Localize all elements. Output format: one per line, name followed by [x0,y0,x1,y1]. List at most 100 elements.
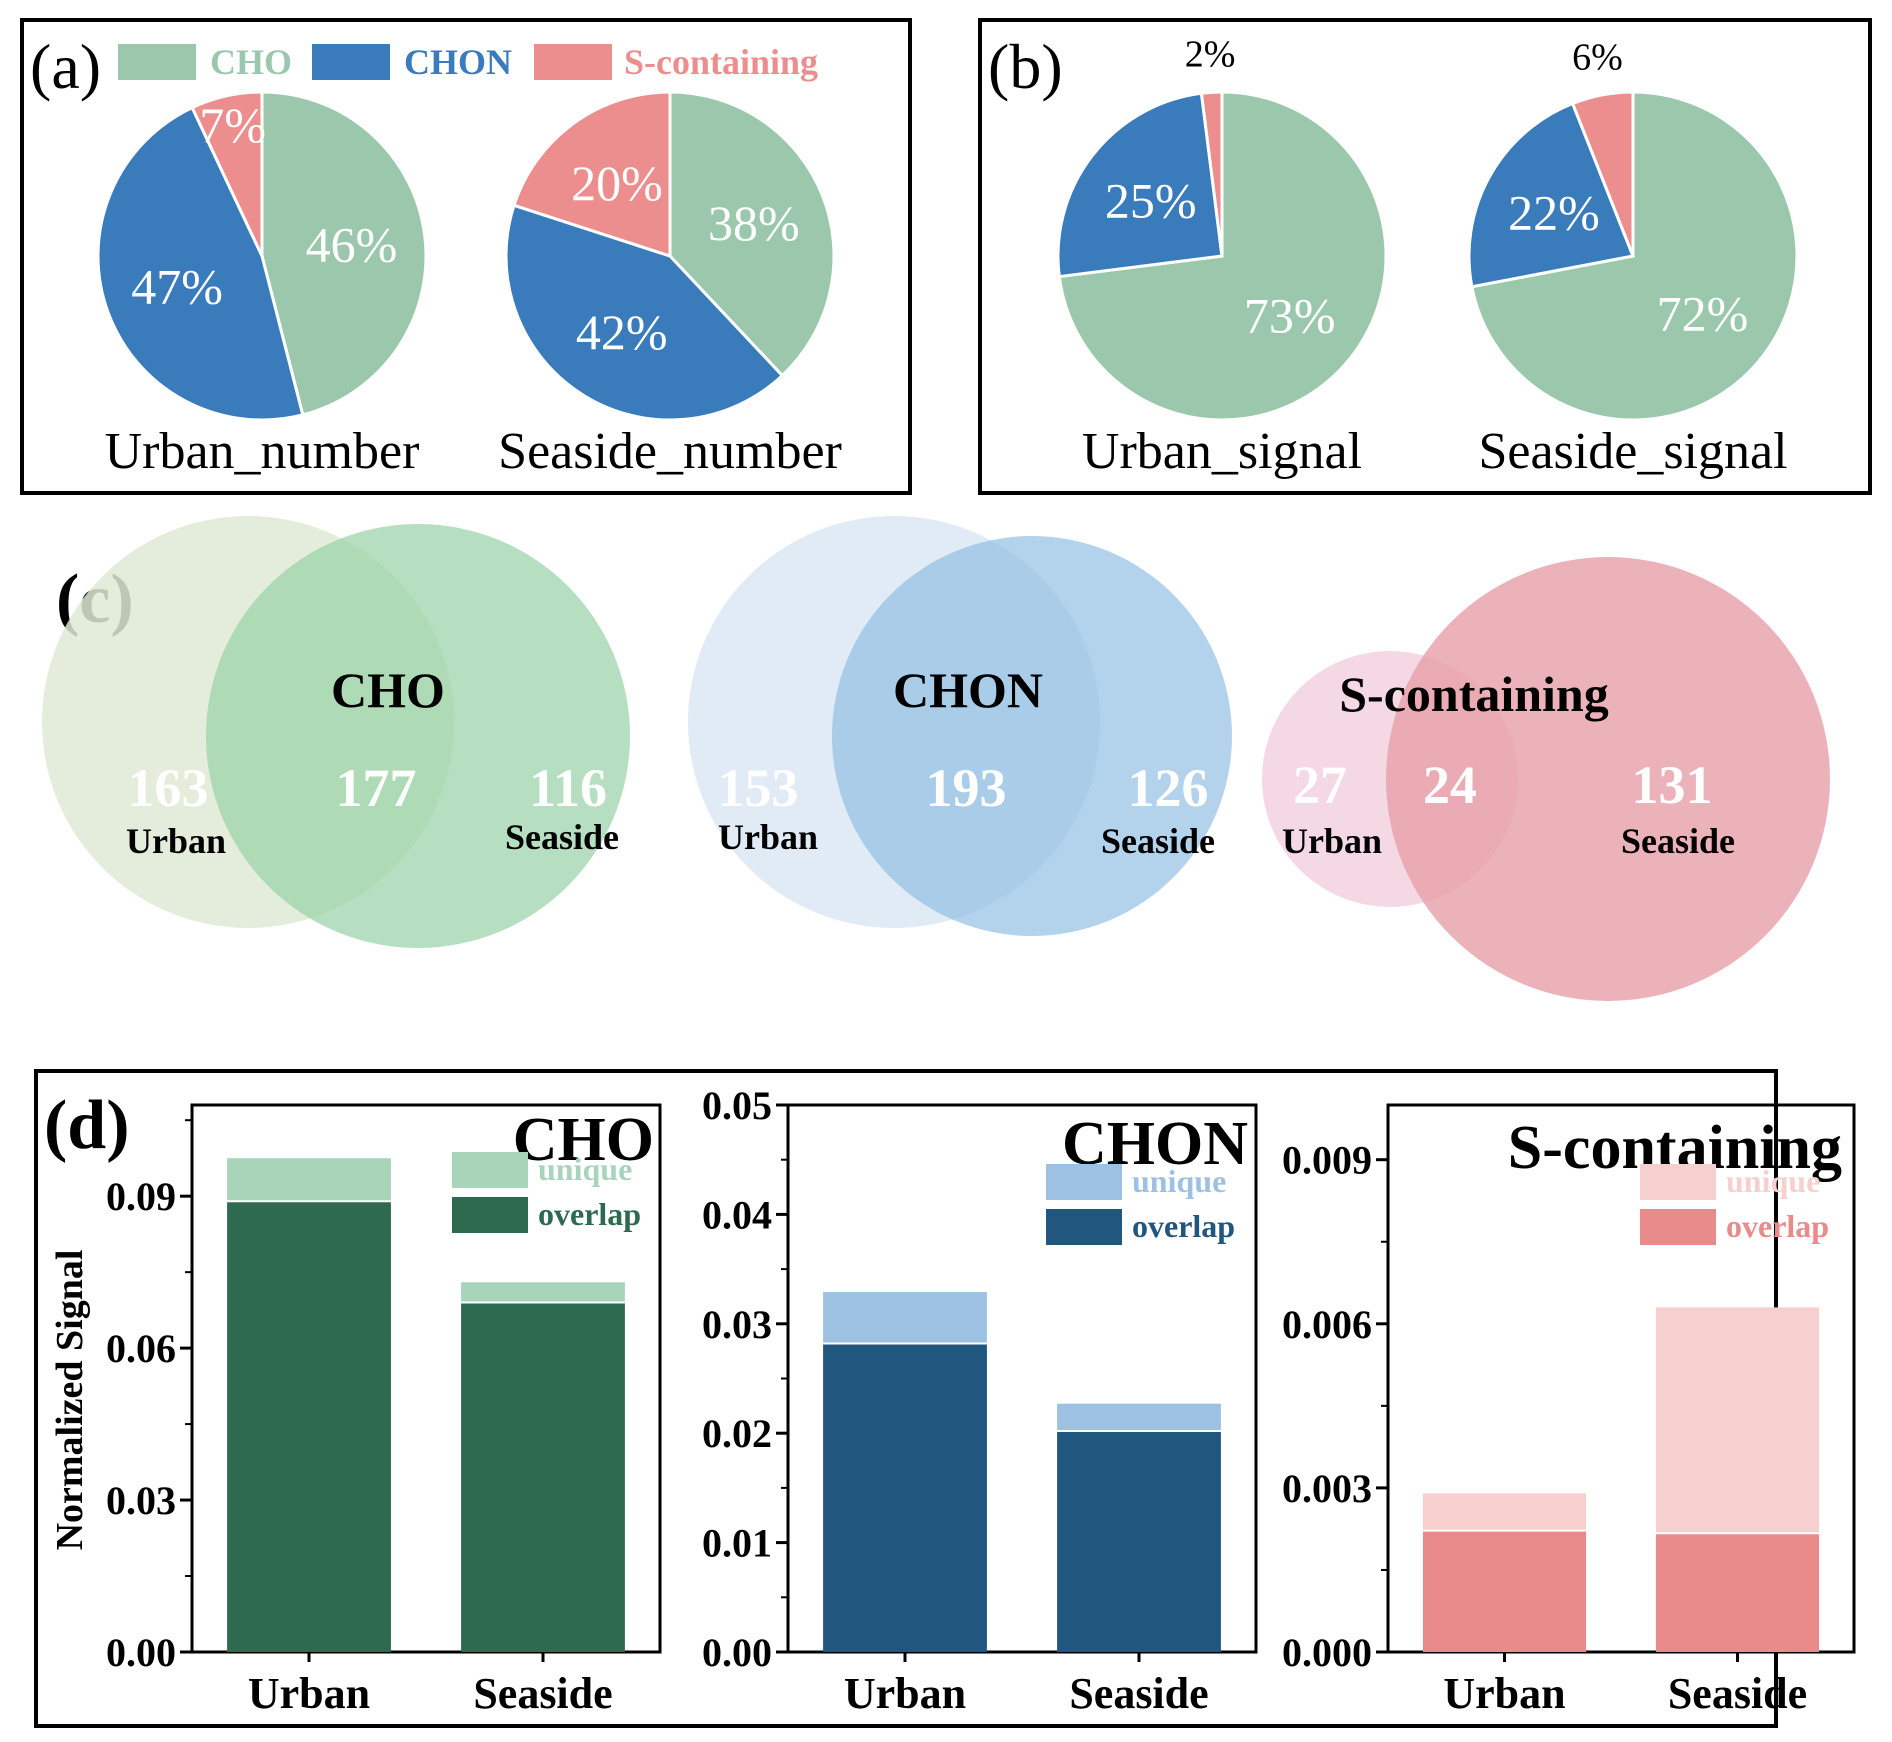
pie-label-cho: 73% [1244,288,1336,344]
bar-overlap-urban [823,1343,987,1652]
venn-circle-seaside [1386,557,1830,1001]
venn-title: CHON [893,662,1043,718]
bar-overlap-seaside [1057,1431,1221,1652]
x-tick-label: Seaside [1069,1669,1208,1718]
pie-title: Urban_signal [1082,423,1362,480]
bar-unique-urban [227,1158,391,1202]
venn-circle-seaside [832,536,1232,936]
bar-unique-seaside [461,1282,625,1303]
y-tick-label: 0.009 [1282,1138,1372,1183]
x-tick-label: Urban [1443,1669,1565,1718]
y-tick-label: 0.000 [1282,1630,1372,1675]
pie-label-cho: 38% [708,195,800,251]
panel-b-frame [978,18,1872,495]
y-tick-label: 0.03 [106,1478,176,1523]
pie-label-chon: 25% [1105,173,1197,229]
venn-circle-seaside [206,524,630,948]
pie-urban-signal: 73% 25% 2% Urban_signal [1056,33,1388,480]
bar-unique-seaside [1057,1403,1221,1432]
panel-a-label: (a) [30,31,101,102]
pie-label-s-containing: 7% [199,97,266,153]
plot-frame [190,1103,662,1654]
x-tick-label: Seaside [1668,1669,1807,1718]
legend-cho-label: CHO [210,42,292,82]
legend-overlap-label: overlap [1726,1208,1829,1244]
pie-label-chon: 22% [1508,185,1600,241]
pie-label-chon: 47% [131,259,223,315]
venn-count-seaside-only: 131 [1632,755,1713,815]
venn-label-urban: Urban [718,817,818,857]
legend-unique-label: unique [538,1151,632,1187]
y-tick-label: 0.09 [106,1174,176,1219]
venn-count-urban-only: 27 [1293,755,1347,815]
venn-count-seaside-only: 126 [1128,758,1209,818]
pie-title: Seaside_signal [1478,423,1787,480]
pie-slice-s-containing [190,90,264,257]
x-tick-label: Urban [844,1669,966,1718]
panel-a-frame [20,18,912,495]
y-tick-label: 0.05 [702,1083,772,1128]
pie-slice-s-containing [512,90,672,259]
y-axis-label: Normalized Signal [49,1250,91,1551]
pie-slice-s-containing [1199,90,1224,257]
pie-urban-number: 46% 47% 7% Urban_number [96,90,428,480]
venn-label-urban: Urban [1282,821,1382,861]
legend-unique-label: unique [1726,1163,1820,1199]
pie-slice-chon [96,105,305,422]
pie-seaside-signal: 72% 22% 6% Seaside_signal [1467,36,1799,480]
pie-label-chon: 42% [576,304,668,360]
y-tick-label: 0.006 [1282,1302,1372,1347]
legend-overlap-label: overlap [1132,1208,1235,1244]
legend-s-swatch [534,44,612,80]
legend-overlap-swatch [452,1197,528,1233]
venn-count-urban-only: 163 [128,758,209,818]
bar-overlap-seaside [1655,1533,1820,1652]
venn-label-urban: Urban [126,821,226,861]
pie-slice-s-containing [1570,90,1635,257]
venn-count-overlap: 193 [926,758,1007,818]
legend-unique-swatch [1046,1164,1122,1200]
venn-cho: CHO 163 177 116 Urban Seaside [42,516,630,948]
venn-title: CHO [331,662,445,718]
x-tick-label: Seaside [473,1669,612,1718]
pie-label-s-containing: 2% [1185,33,1236,75]
bar-overlap-urban [1422,1530,1587,1652]
venn-chon: CHON 153 193 126 Urban Seaside [688,516,1232,936]
venn-label-seaside: Seaside [1621,821,1735,861]
pie-slice-chon [504,203,785,422]
panel-b-label: (b) [988,31,1063,102]
venn-title: S-containing [1339,666,1609,722]
pie-seaside-number: 38% 42% 20% Seaside_number [498,90,842,480]
pie-slice-cho [260,90,428,417]
pie-slice-cho [668,90,836,378]
legend-overlap-label: overlap [538,1196,641,1232]
y-tick-label: 0.06 [106,1326,176,1371]
panel-d-label: (d) [44,1087,130,1164]
bar-overlap-urban [227,1201,391,1652]
venn-count-overlap: 177 [336,758,417,818]
pie-label-cho: 46% [306,217,398,273]
y-tick-label: 0.01 [702,1521,772,1566]
y-tick-label: 0.00 [702,1630,772,1675]
legend-overlap-swatch [1046,1209,1122,1245]
pie-slice-chon [1056,91,1224,279]
y-tick-label: 0.02 [702,1411,772,1456]
legend-overlap-swatch [1640,1209,1716,1245]
venn-label-seaside: Seaside [1101,821,1215,861]
venn-count-urban-only: 153 [718,758,799,818]
legend-unique-swatch [452,1152,528,1188]
legend-cho-swatch [118,44,196,80]
pie-slice-chon [1467,101,1636,289]
legend-s-label: S-containing [624,42,818,82]
bar-chart-title: CHO [513,1106,654,1174]
pie-label-s-containing: 20% [571,155,663,211]
legend-chon-swatch [312,44,390,80]
venn-s-containing: S-containing 27 24 131 Urban Seaside [1262,557,1830,1001]
venn-count-overlap: 24 [1423,755,1477,815]
venn-count-seaside-only: 116 [529,758,607,818]
legend-unique-swatch [1640,1164,1716,1200]
